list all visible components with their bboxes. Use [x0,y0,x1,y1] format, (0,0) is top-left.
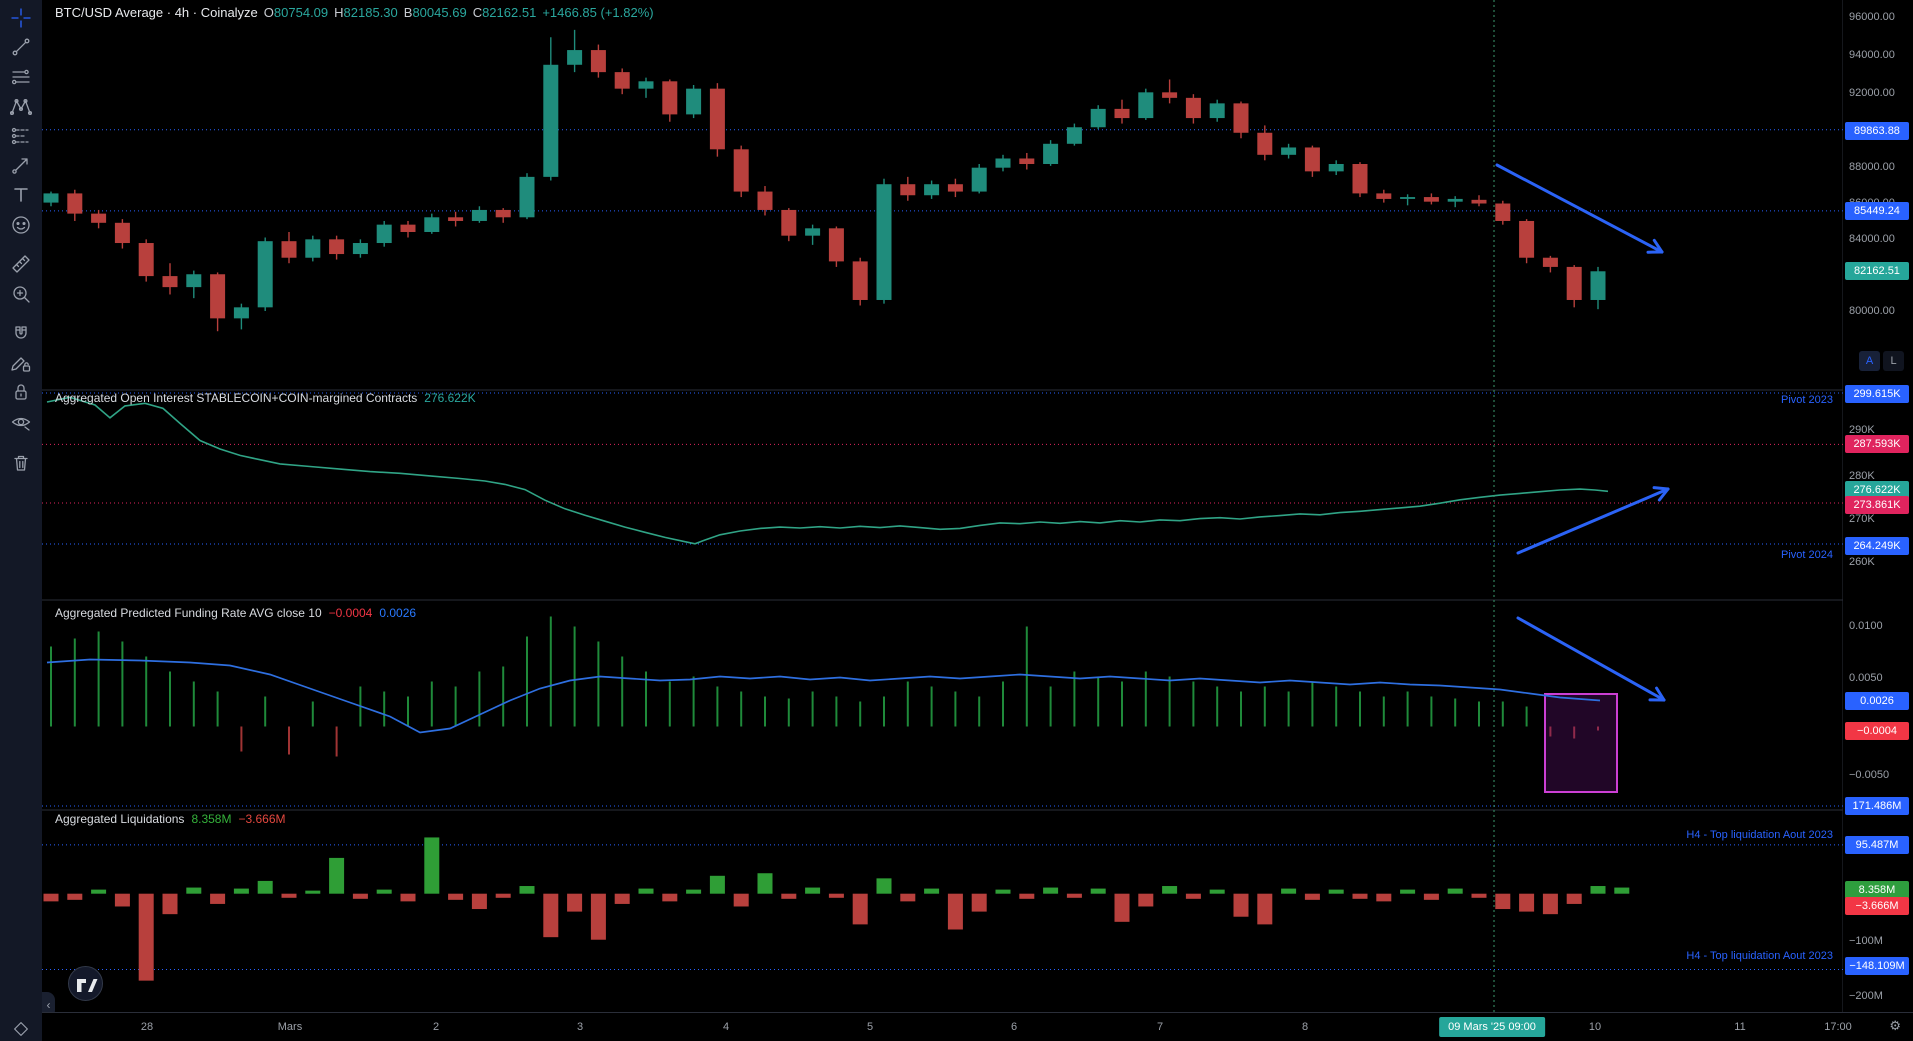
price-tick: 94000.00 [1849,49,1895,61]
zoom-in-icon[interactable] [4,278,38,310]
price-tick: 0.0100 [1849,620,1883,632]
price-tick: 290K [1849,424,1875,436]
scale-buttons: A L [1859,351,1904,371]
price-badge: 299.615K [1845,385,1909,403]
collapse-toolbar-chevron-icon[interactable]: ‹ [42,992,55,1018]
price-badge: 0.0026 [1845,692,1909,710]
time-tick: 11 [1734,1021,1746,1033]
time-tick: 10 [1588,1021,1602,1033]
log-scale-button[interactable]: L [1883,351,1904,371]
price-badge: −148.109M [1845,957,1909,975]
price-tick: 80000.00 [1849,305,1895,317]
price-badge: −0.0004 [1845,722,1909,740]
price-tick: −100M [1849,935,1883,947]
price-badge: 95.487M [1845,836,1909,854]
time-tick: 3 [576,1021,584,1033]
trend-line-icon[interactable] [4,31,38,63]
hide-all-icon[interactable] [4,406,38,438]
magnet-icon[interactable] [4,319,38,351]
selected-time-badge: 09 Mars '25 09:00 [1439,1017,1545,1037]
price-badge: 276.622K [1845,481,1909,499]
price-badge: 171.486M [1845,797,1909,815]
forecast-icon[interactable] [4,120,38,152]
price-badge: 8.358M [1845,881,1909,899]
chart-plot-area[interactable]: BTC/USD Average · 4h · Coinalyze O80754.… [42,0,1913,1018]
price-badge: 273.861K [1845,496,1909,514]
price-tick: 88000.00 [1849,161,1895,173]
price-badge: 85449.24 [1845,202,1909,220]
price-badge: 89863.88 [1845,122,1909,140]
parallel-channel-icon[interactable] [4,61,38,93]
price-tick: −0.0050 [1849,769,1890,781]
arrow-marker-icon[interactable] [4,149,38,181]
price-badge: 264.249K [1845,537,1909,555]
time-tick: 6 [1010,1021,1018,1033]
chart-canvas[interactable] [42,0,1913,1012]
time-tick: 5 [866,1021,874,1033]
price-tick: 92000.00 [1849,87,1895,99]
time-tick: 2 [432,1021,440,1033]
text-icon[interactable] [4,179,38,211]
draw-lock-icon[interactable] [4,347,38,379]
price-tick: 270K [1849,513,1875,525]
price-badge: 82162.51 [1845,262,1909,280]
time-tick: 7 [1156,1021,1164,1033]
tradingview-logo[interactable] [68,966,103,1001]
axis-settings-gear-icon[interactable]: ⚙ [1889,1019,1901,1034]
remove-all-icon[interactable] [4,447,38,479]
price-badge: −3.666M [1845,897,1909,915]
ruler-icon[interactable] [4,248,38,280]
price-tick: 84000.00 [1849,233,1895,245]
crosshair-icon[interactable] [4,2,38,34]
time-tick: 8 [1301,1021,1309,1033]
time-tick: 28 [140,1021,154,1033]
price-tick: 280K [1849,470,1875,482]
drawing-toolbar [0,0,42,1041]
price-badge: 287.593K [1845,435,1909,453]
time-axis[interactable]: 09 Mars '25 09:00 ⚙ 28 Mars 2 3 4 5 6 7 8 10 11 17:… [42,1012,1913,1041]
lock-all-icon[interactable] [4,376,38,408]
time-tick: 4 [722,1021,730,1033]
time-tick: 17:00 [1824,1021,1852,1033]
emoji-icon[interactable] [4,209,38,241]
time-tick: Mars [277,1021,303,1033]
price-tick: 0.0050 [1849,672,1883,684]
price-tick: 96000.00 [1849,11,1895,23]
xabcd-pattern-icon[interactable] [4,91,38,123]
diamond-icon[interactable] [4,1013,38,1041]
price-tick: −200M [1849,990,1883,1002]
price-tick: 260K [1849,556,1875,568]
auto-scale-button[interactable]: A [1859,351,1880,371]
price-axis[interactable]: A L 96000.0094000.0092000.0088000.008600… [1843,0,1913,1012]
